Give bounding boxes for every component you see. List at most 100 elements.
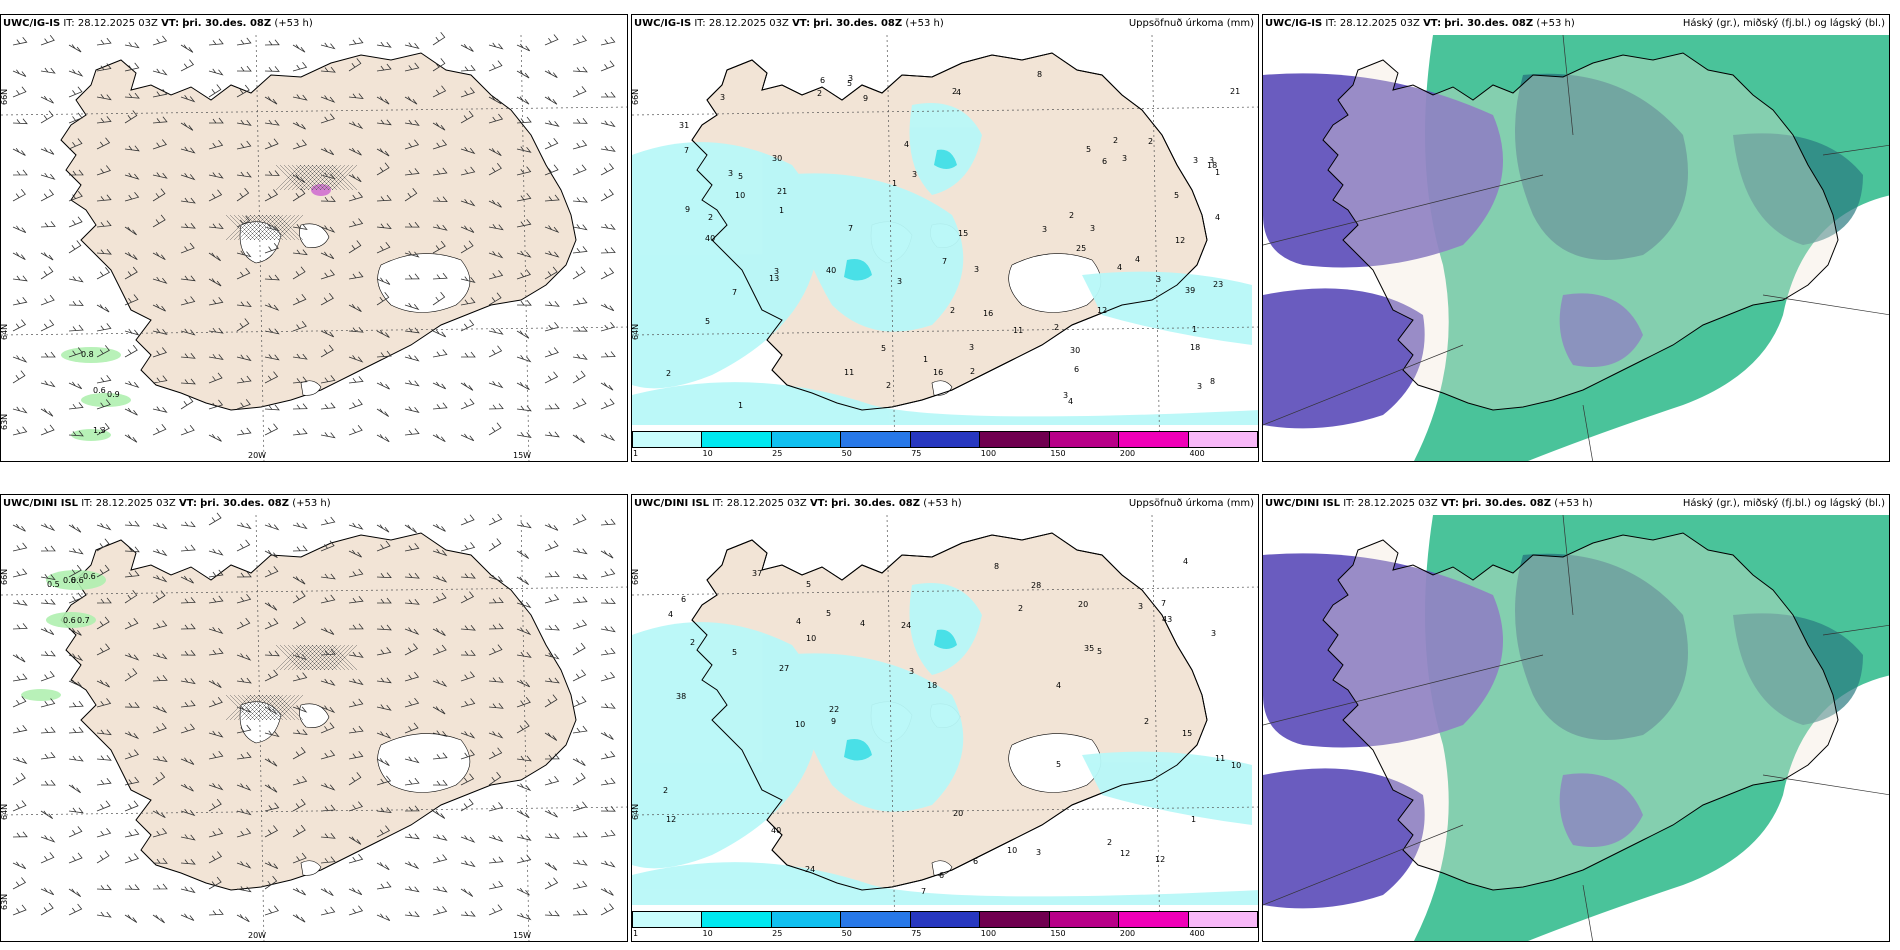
hatch-line [303, 164, 330, 191]
wind-barb [96, 267, 111, 280]
wind-barb [208, 548, 224, 556]
wind-barb [488, 60, 503, 72]
wind-barb [208, 680, 222, 688]
wind-barb [432, 730, 448, 737]
value-label: 3 [1156, 275, 1161, 284]
wind-barb [96, 643, 111, 656]
wind-barb [516, 834, 532, 841]
wind-barb [12, 724, 28, 734]
wind-barb [208, 595, 224, 604]
value-label: 4 [1135, 255, 1140, 264]
wind-barb [152, 858, 168, 864]
low-cloud [1263, 288, 1425, 429]
longitude-line [1151, 514, 1161, 941]
value-label: 1 [779, 206, 784, 215]
legend-swatch [980, 912, 1050, 927]
value-label: 0.9 [107, 390, 120, 399]
glacier [1008, 733, 1102, 793]
wind-barb [152, 347, 167, 358]
wind-barb [180, 700, 196, 708]
value-label: 7 [684, 146, 689, 155]
wind-barb [236, 914, 250, 923]
value-label: 6 [820, 76, 825, 85]
hatch-line [307, 164, 334, 191]
wind-barb [40, 627, 55, 635]
wind-barb [516, 269, 531, 280]
wind-barb [124, 62, 140, 72]
wind-barb [376, 381, 390, 390]
wind-barb [376, 277, 391, 285]
wind-barb [516, 431, 532, 438]
wind-barb [96, 194, 112, 202]
glacier [377, 253, 471, 313]
legend-swatch [980, 432, 1050, 447]
wind-barb [208, 433, 222, 442]
wind-barb [488, 747, 503, 760]
latitude-label: 66N [1, 89, 9, 105]
wind-barb [348, 549, 362, 558]
wind-barb [432, 752, 448, 760]
wind-barb [96, 94, 112, 101]
wind-barb [208, 647, 224, 656]
wind-barb [236, 250, 252, 258]
legend-swatch [633, 912, 703, 927]
wind-barb [264, 550, 278, 558]
wind-barb [68, 381, 83, 390]
value-label: 3 [1122, 154, 1127, 163]
wind-barb [208, 327, 224, 334]
wind-barb [124, 172, 140, 180]
wind-barb [544, 833, 560, 839]
wind-barb [460, 64, 476, 72]
wind-barb [460, 43, 474, 52]
wind-barb [208, 851, 223, 864]
glacier [300, 860, 322, 876]
wind-barb [40, 670, 55, 682]
wind-barb [40, 424, 55, 436]
wind-barb [236, 187, 250, 202]
model-name: UWC/DINI ISL [3, 498, 79, 509]
value-label: 16 [933, 368, 943, 377]
it-value: 28.12.2025 03Z [1339, 18, 1420, 29]
wind-barb [460, 433, 475, 442]
wind-barb [572, 434, 585, 444]
wind-barb [404, 599, 420, 605]
wind-barb [12, 654, 26, 663]
wind-barb [208, 223, 224, 230]
wind-barb [208, 750, 224, 760]
wind-barb [488, 856, 504, 864]
value-label: 10 [1231, 761, 1241, 770]
wind-barb [572, 596, 588, 604]
it-value: 28.12.2025 03Z [77, 18, 158, 29]
wind-barb [180, 146, 196, 154]
value-label: 12 [1120, 849, 1130, 858]
panel-header: UWC/DINI ISL IT: 28.12.2025 03Z VT: þri.… [634, 498, 962, 509]
wind-barb [96, 884, 112, 891]
wind-barb [516, 405, 532, 412]
wind-barb [600, 647, 616, 656]
value-label: 3 [912, 170, 917, 179]
wind-barb [68, 347, 83, 358]
value-label: 20 [953, 809, 963, 818]
wind-barbs [12, 32, 616, 444]
wind-barb [404, 139, 420, 150]
wind-barb [40, 726, 56, 734]
value-label: 7 [921, 887, 926, 896]
wind-barb [152, 883, 168, 890]
wind-barb [40, 779, 56, 786]
value-label: 3 [728, 169, 733, 178]
mid-cloud [1733, 133, 1863, 245]
panel-precip-dini: 66N 64N 2 10 4 6 3 7 5 9 7 10 11 5 35 40 38 24 22 24 12 10 12 1… [631, 494, 1259, 942]
wind-barb [208, 278, 222, 287]
value-label: 35 [1084, 644, 1094, 653]
wind-barb [40, 598, 56, 605]
wind-barb [264, 861, 279, 869]
wind-barb [544, 250, 560, 258]
value-label: 8 [1210, 377, 1215, 386]
precip-core [844, 259, 872, 281]
wind-barb [432, 291, 446, 306]
wind-barb [236, 354, 252, 362]
wind-barb [12, 542, 28, 552]
wind-barb [236, 37, 252, 46]
wind-barb [404, 302, 420, 311]
wind-barb [432, 381, 447, 390]
